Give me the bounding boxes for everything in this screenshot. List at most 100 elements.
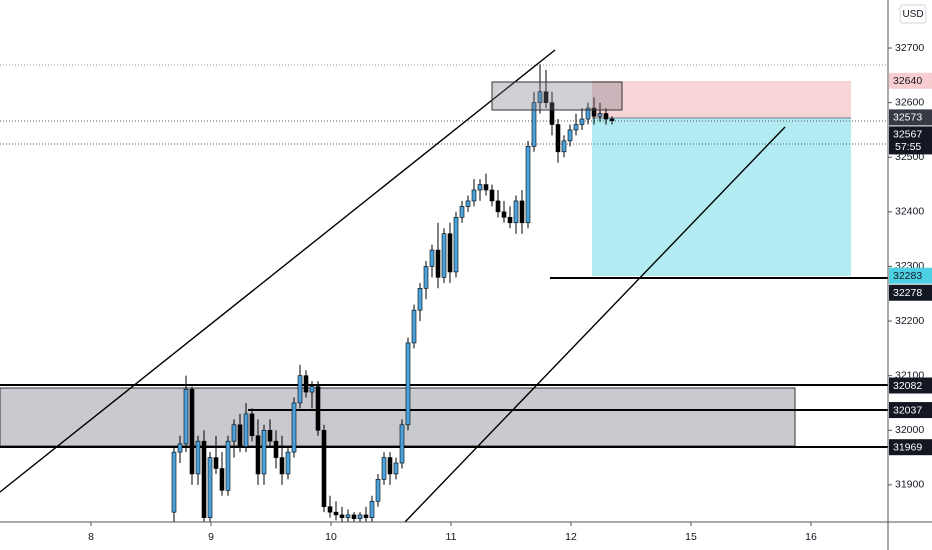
candle-body: [309, 386, 315, 393]
candle-body: [387, 457, 393, 475]
candle-body: [435, 249, 441, 278]
candle-body: [567, 129, 573, 142]
candle-body: [339, 514, 345, 518]
candle-body: [321, 429, 327, 508]
candle-body: [537, 91, 543, 103]
candle-body: [297, 375, 303, 404]
candle-body: [555, 124, 561, 153]
trend-line: [404, 126, 786, 523]
time-axis: [0, 522, 932, 550]
candle-body: [375, 479, 381, 502]
y-tick-label: 32400: [895, 206, 924, 218]
candle-body: [381, 457, 387, 480]
price-label: 32082: [893, 380, 922, 392]
candle-body: [405, 342, 411, 426]
candle-body: [267, 429, 273, 442]
x-tick-label: 10: [325, 531, 337, 543]
candle-body: [507, 217, 513, 224]
candle-body: [591, 107, 597, 117]
candle-body: [195, 440, 201, 475]
candle-body: [519, 200, 525, 224]
candle-body: [441, 233, 447, 278]
candle-body: [489, 189, 495, 202]
candle-body: [399, 424, 405, 464]
x-tick-label: 9: [208, 531, 214, 543]
candle-body: [369, 500, 375, 518]
candle-body: [501, 211, 507, 218]
x-tick-label: 15: [685, 531, 697, 543]
candle-body: [177, 443, 183, 453]
candle-body: [345, 514, 351, 518]
candle-body: [243, 413, 249, 447]
candle-body: [561, 140, 567, 153]
candle-body: [393, 462, 399, 475]
axis-labels: 3190032000321003220032300324003250032600…: [88, 42, 932, 543]
price-label: 32567: [893, 129, 922, 141]
price-label-box: [889, 402, 932, 419]
candle-body: [201, 440, 207, 518]
y-tick-label: 31900: [895, 479, 924, 491]
y-tick-label: 32200: [895, 315, 924, 327]
candle-body: [333, 511, 339, 516]
candle-body: [417, 288, 423, 311]
candle-body: [357, 514, 363, 520]
y-tick-label: 32000: [895, 424, 924, 436]
zone: [0, 387, 796, 447]
candle-body: [531, 102, 537, 147]
candle-body: [549, 102, 555, 125]
x-tick-label: 12: [565, 531, 577, 543]
candle-body: [411, 309, 417, 344]
price-label-box: [889, 109, 932, 126]
candle-body: [585, 107, 591, 120]
candle-body: [183, 389, 189, 445]
price-label: 32283: [893, 270, 922, 282]
candle-body: [273, 440, 279, 458]
candle-body: [279, 457, 285, 475]
price-label-box: [889, 377, 932, 394]
candle-body: [237, 424, 243, 447]
price-label-box: [889, 284, 932, 301]
candle-body: [483, 184, 489, 191]
candle-body: [327, 506, 333, 513]
candle-body: [189, 389, 195, 475]
candle-body: [249, 413, 255, 437]
candle-body: [465, 200, 471, 207]
candle-body: [207, 457, 213, 518]
range-box: [491, 81, 623, 111]
price-label: 31969: [893, 441, 922, 453]
candle-body: [477, 184, 483, 191]
price-label-box: [889, 439, 932, 456]
candle-body: [459, 206, 465, 218]
price-label: 32573: [893, 112, 922, 124]
candle-body: [291, 402, 297, 453]
candle-body: [363, 514, 369, 518]
candle-body: [255, 435, 261, 475]
candle-body: [603, 113, 609, 120]
currency: USD: [902, 9, 923, 20]
price-label: 32278: [893, 287, 922, 299]
candle-body: [513, 200, 519, 224]
x-tick-label: 16: [805, 531, 817, 543]
candle-body: [219, 468, 225, 491]
candle-body: [471, 189, 477, 202]
candle-body: [351, 514, 357, 520]
countdown: 57:55: [895, 141, 921, 153]
candle-body: [597, 113, 603, 117]
candle-body: [261, 429, 267, 475]
candle-body: [171, 451, 177, 513]
trend-line: [0, 49, 556, 493]
currency-box[interactable]: [899, 4, 927, 24]
y-tick-label: 32600: [895, 96, 924, 108]
x-tick-label: 11: [446, 531, 457, 543]
x-tick-label: 8: [88, 531, 94, 543]
candle-body: [453, 217, 459, 273]
candles: [171, 64, 615, 522]
target-zone: [592, 118, 851, 276]
candle-body: [573, 124, 579, 131]
candle-body: [579, 118, 585, 125]
candle-body: [285, 451, 291, 475]
candle-body: [303, 375, 309, 393]
candle-body: [429, 249, 435, 267]
candle-body: [213, 457, 219, 469]
